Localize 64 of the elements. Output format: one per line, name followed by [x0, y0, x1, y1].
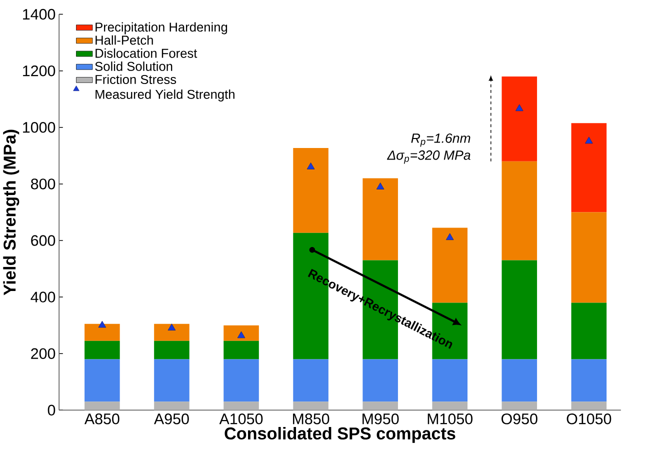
bar — [571, 359, 607, 402]
bar — [571, 212, 607, 303]
point — [376, 182, 384, 190]
x-tick-label: M1050 — [428, 414, 472, 424]
point — [237, 332, 246, 338]
x-tick-label: A1050 — [219, 414, 263, 424]
x-tick-label: O1050 — [566, 414, 612, 424]
y-tick-label: 800 — [31, 178, 56, 190]
y-tick-label: 0 — [48, 404, 56, 416]
bar — [432, 402, 468, 410]
bar — [84, 324, 120, 342]
bar — [502, 402, 538, 410]
bar — [293, 402, 328, 410]
point — [306, 162, 315, 170]
x-axis-title: Consolidated SPS compacts — [224, 427, 456, 444]
bar — [502, 260, 538, 360]
annotation: R$_{p}$=1.6nm — [411, 134, 470, 147]
bar — [362, 402, 398, 410]
bar — [432, 359, 468, 402]
point — [515, 104, 524, 112]
bar — [224, 402, 259, 410]
x-tick-label: M950 — [362, 414, 399, 424]
bar — [502, 76, 538, 162]
x-tick-label: O950 — [502, 414, 538, 424]
y-tick-label: 400 — [30, 292, 56, 303]
y-tick-label: 1200 — [23, 66, 56, 76]
y-tick-label: 600 — [31, 235, 56, 246]
bar — [502, 162, 538, 261]
x-tick-label: A850 — [84, 414, 120, 424]
legend-label: Precipitation Hardening — [96, 22, 228, 34]
bar — [293, 148, 328, 234]
bar — [84, 402, 120, 410]
y-tick-label: 200 — [31, 348, 56, 360]
bar — [362, 178, 398, 261]
legend-label: Friction Stress — [96, 74, 176, 84]
legend-label: Solid Solution — [95, 62, 172, 72]
y-tick-label: 1400 — [23, 9, 56, 20]
y-axis-title: Yield Strength (MPa) — [3, 130, 20, 296]
bar — [84, 341, 120, 360]
point — [98, 321, 106, 328]
legend-label: Hall-Petch — [96, 36, 153, 45]
x-tick-label: A950 — [154, 414, 189, 424]
y-tick-label: 1000 — [23, 122, 56, 133]
point — [446, 233, 454, 240]
bar — [224, 359, 259, 402]
bar — [154, 341, 190, 360]
bar — [293, 359, 328, 402]
bar — [224, 326, 259, 342]
bar — [571, 123, 607, 212]
bar — [154, 359, 190, 402]
bar — [571, 402, 607, 410]
bar — [362, 359, 398, 402]
point — [168, 324, 176, 331]
bar — [502, 359, 538, 402]
bar — [154, 324, 190, 342]
annotation: Δσ$_{p}$=320 MPa — [386, 150, 470, 164]
point — [585, 136, 593, 144]
x-tick-label: M850 — [293, 414, 330, 424]
bar — [84, 359, 120, 402]
bar — [571, 302, 607, 360]
legend-label: Dislocation Forest — [96, 48, 198, 58]
legend-label: Measured Yield Strength — [96, 90, 234, 102]
bar — [224, 341, 259, 360]
bar — [154, 402, 190, 410]
